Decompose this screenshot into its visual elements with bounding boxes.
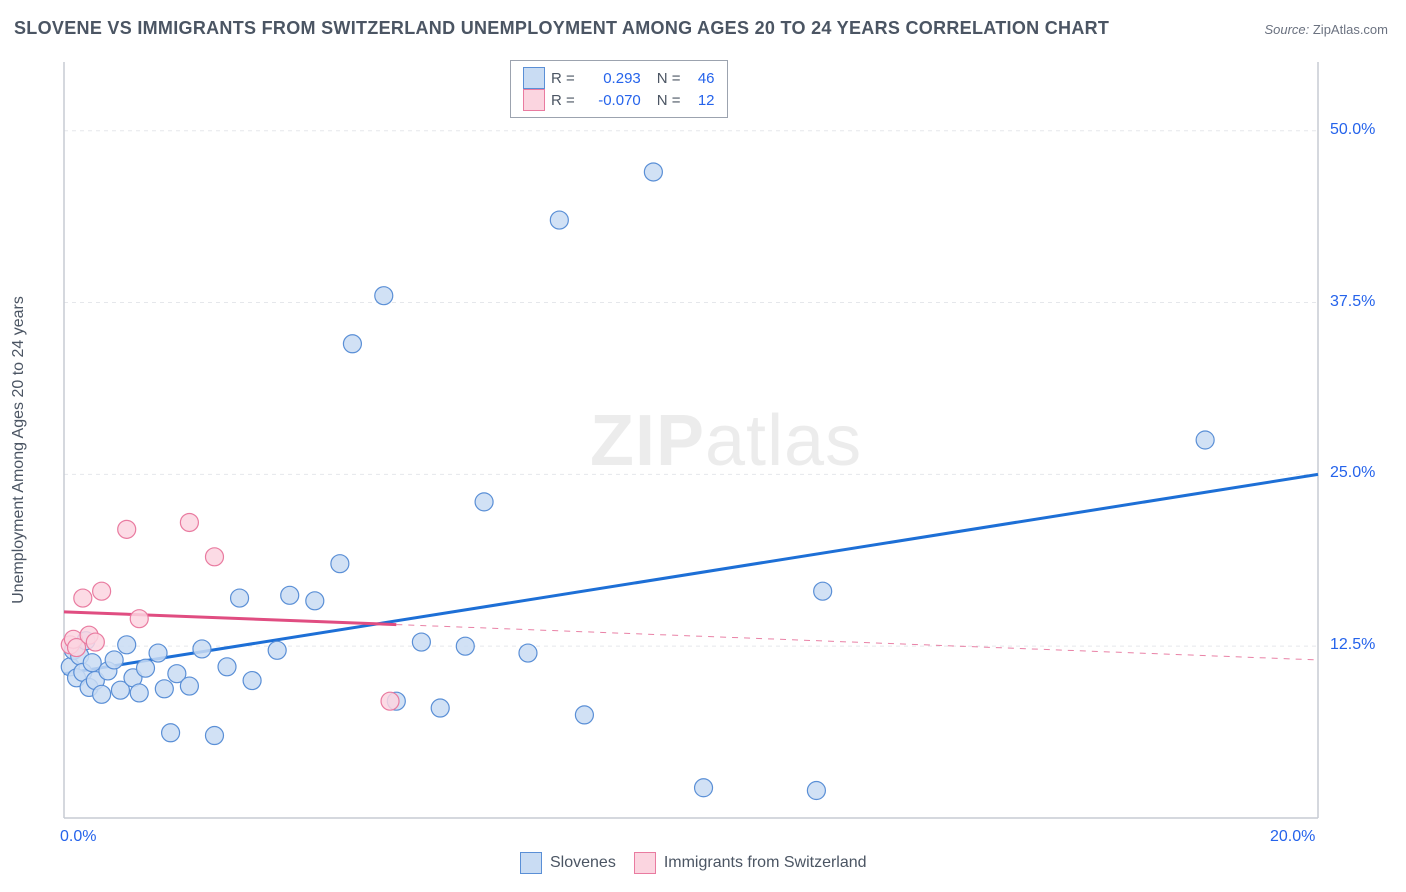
series-legend: Slovenes Immigrants from Switzerland — [520, 852, 867, 874]
y-axis-label: Unemployment Among Ages 20 to 24 years — [10, 296, 28, 604]
legend-n-label: N = — [657, 70, 681, 87]
chart-container: SLOVENE VS IMMIGRANTS FROM SWITZERLAND U… — [0, 0, 1406, 892]
scatter-plot — [58, 56, 1388, 854]
legend-n-value: 46 — [687, 70, 715, 87]
legend-row: R = 0.293 N = 46 — [523, 67, 715, 89]
y-tick-label: 37.5% — [1330, 293, 1375, 311]
legend-swatch — [523, 89, 545, 111]
x-tick-label: 0.0% — [60, 828, 96, 846]
y-tick-label: 25.0% — [1330, 464, 1375, 482]
legend-swatch — [520, 852, 542, 874]
chart-title: SLOVENE VS IMMIGRANTS FROM SWITZERLAND U… — [14, 18, 1109, 39]
source-name: ZipAtlas.com — [1313, 22, 1388, 37]
source-attribution: Source: ZipAtlas.com — [1264, 22, 1388, 37]
legend-r-value: -0.070 — [581, 92, 641, 109]
legend-swatch — [634, 852, 656, 874]
legend-r-value: 0.293 — [581, 70, 641, 87]
legend-n-value: 12 — [687, 92, 715, 109]
legend-n-label: N = — [657, 92, 681, 109]
series-legend-item: Slovenes — [520, 852, 616, 874]
legend-r-label: R = — [551, 92, 575, 109]
series-legend-item: Immigrants from Switzerland — [634, 852, 867, 874]
series-legend-label: Slovenes — [550, 854, 616, 872]
y-tick-label: 50.0% — [1330, 121, 1375, 139]
legend-row: R = -0.070 N = 12 — [523, 89, 715, 111]
x-tick-label: 20.0% — [1270, 828, 1315, 846]
legend-r-label: R = — [551, 70, 575, 87]
correlation-legend: R = 0.293 N = 46 R = -0.070 N = 12 — [510, 60, 728, 118]
legend-swatch — [523, 67, 545, 89]
source-prefix: Source: — [1264, 22, 1312, 37]
y-tick-label: 12.5% — [1330, 636, 1375, 654]
series-legend-label: Immigrants from Switzerland — [664, 854, 867, 872]
